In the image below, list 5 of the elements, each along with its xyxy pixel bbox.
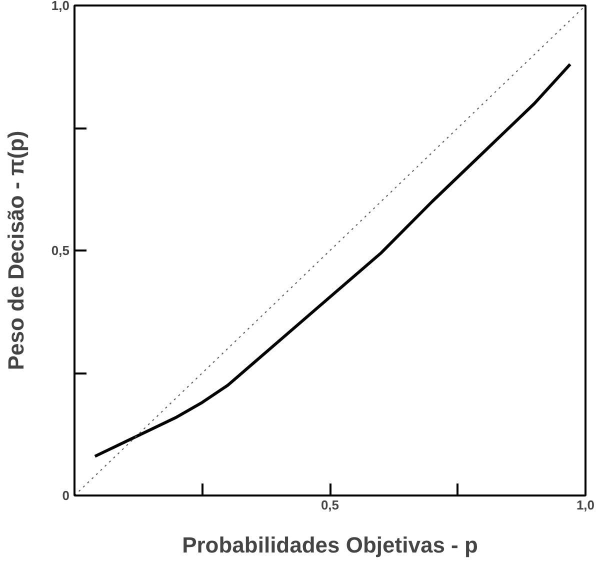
y-tick-label: 0,5: [51, 243, 70, 258]
y-tick-label: 1,0: [51, 0, 70, 13]
y-axis-title: Peso de Decisão - π(p): [3, 130, 28, 370]
y-tick-label: 0: [62, 488, 70, 503]
x-axis-title: Probabilidades Objetivas - p: [182, 532, 478, 558]
